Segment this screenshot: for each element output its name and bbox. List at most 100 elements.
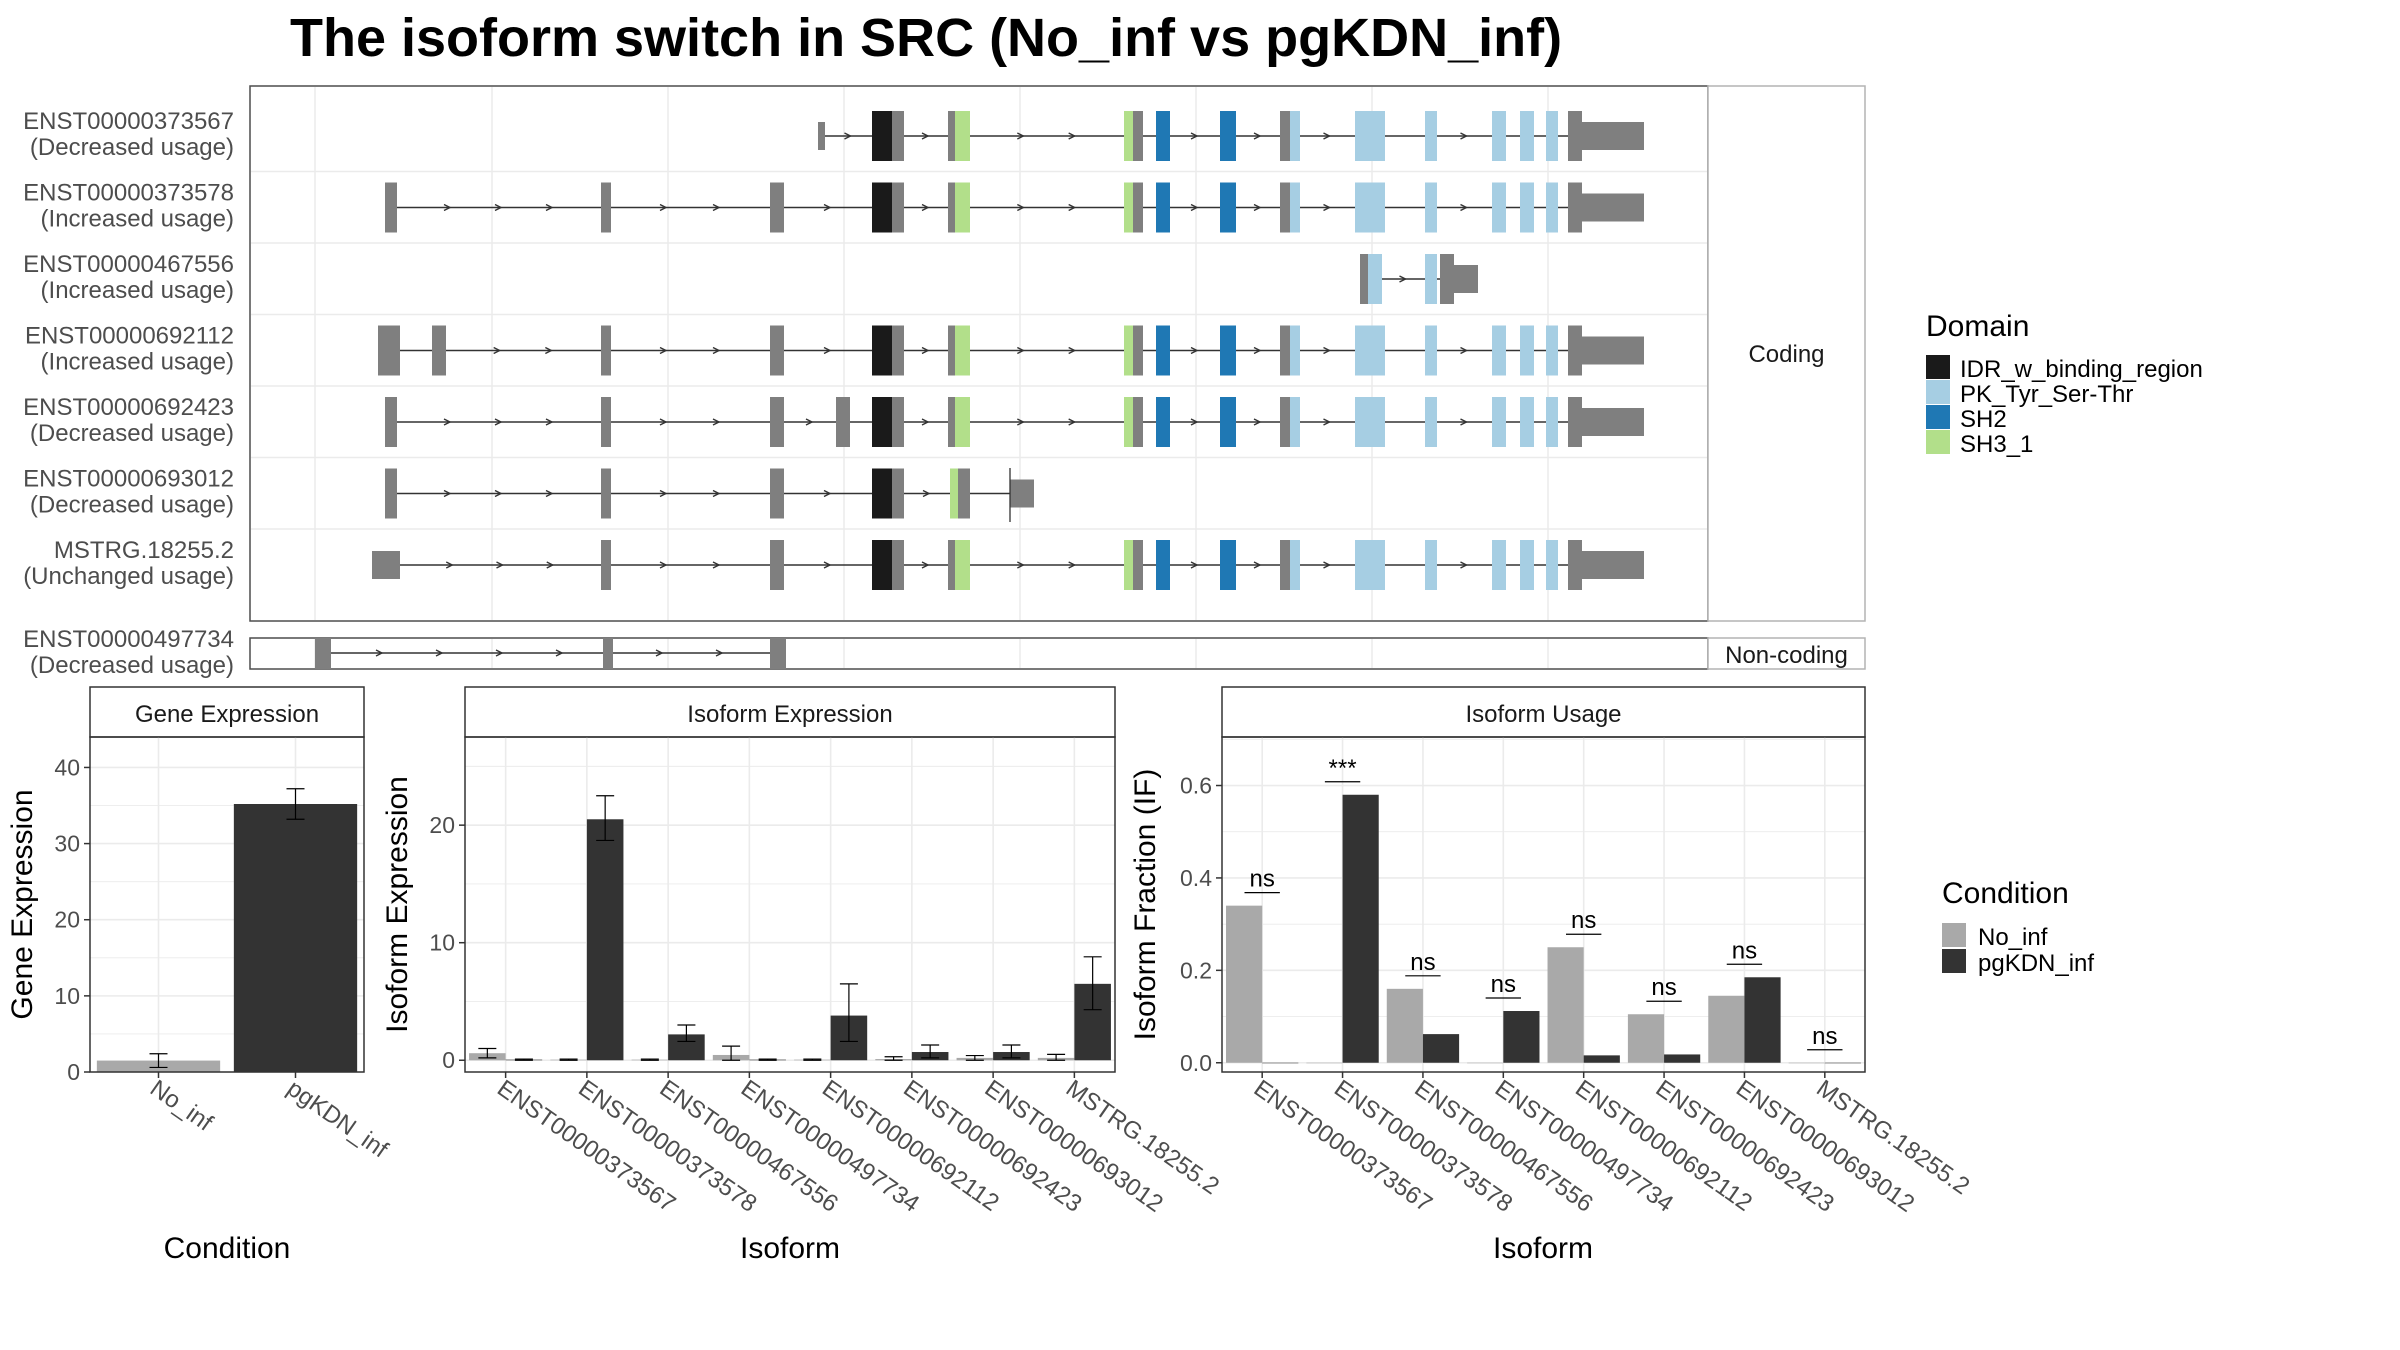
direction-arrow <box>1323 418 1332 426</box>
direction-arrow <box>712 561 721 569</box>
domain-legend-title: Domain <box>1926 310 2029 343</box>
exon-block <box>601 468 611 519</box>
direction-arrow <box>823 489 832 498</box>
exon-block <box>892 111 904 161</box>
direction-arrow <box>545 203 554 212</box>
exon-block <box>1280 325 1292 376</box>
exon-block <box>1520 540 1534 590</box>
bar <box>1788 1062 1825 1064</box>
exon-block <box>1156 111 1170 161</box>
exon-block <box>892 325 904 376</box>
direction-arrow <box>921 418 930 426</box>
transcript-row: ENST00000693012(Decreased usage) <box>23 456 1707 519</box>
exon-block <box>1355 397 1385 447</box>
exon-block <box>1280 397 1292 447</box>
noncoding-transcript-row: ENST00000497734(Decreased usage) <box>23 626 786 679</box>
exon-block <box>1156 540 1170 590</box>
legend-swatch-idr <box>1926 355 1950 379</box>
exon-block <box>1133 397 1143 447</box>
bar <box>1342 794 1379 1063</box>
y-tick-label: 10 <box>429 930 455 956</box>
direction-arrow <box>494 203 503 212</box>
direction-arrow <box>712 346 721 355</box>
x-axis-title: Isoform <box>1493 1232 1593 1265</box>
transcript-id-label: ENST00000692423 <box>23 394 234 421</box>
exon-block <box>1440 254 1454 304</box>
direction-arrow <box>1460 346 1469 355</box>
exon-block <box>1355 325 1385 376</box>
exon-block <box>955 397 970 447</box>
exon-block <box>1546 397 1558 447</box>
x-tick-label: pgKDN_inf <box>282 1075 393 1164</box>
condition-legend-title: Condition <box>1942 877 2069 910</box>
legend-label-pk: PK_Tyr_Ser-Thr <box>1960 381 2133 408</box>
transcript-id-label: ENST00000692112 <box>25 323 234 350</box>
direction-arrow <box>844 132 853 140</box>
exon-block <box>1492 182 1506 233</box>
bar <box>586 819 624 1061</box>
transcript-id-label: ENST00000693012 <box>23 466 234 493</box>
direction-arrow <box>493 346 502 355</box>
exon-block <box>1425 254 1437 304</box>
direction-arrow <box>1253 418 1262 426</box>
direction-arrow <box>1323 346 1332 355</box>
significance-label: ns <box>1651 974 1676 1001</box>
direction-arrow <box>435 649 444 657</box>
direction-arrow <box>494 489 503 498</box>
exon-block <box>315 638 331 669</box>
direction-arrow <box>443 489 452 498</box>
bar <box>1824 1062 1861 1064</box>
panel-frame <box>1221 736 1866 1073</box>
x-axis-title: Condition <box>164 1232 291 1265</box>
exon-block <box>1520 325 1534 376</box>
panel-title: Isoform Expression <box>687 701 892 728</box>
exon-block <box>385 182 397 233</box>
transcript-id-label: ENST00000467556 <box>23 251 234 278</box>
direction-arrow <box>1190 561 1199 569</box>
bar <box>1664 1054 1701 1063</box>
exon-block <box>1580 122 1644 150</box>
transcript-row: ENST00000692423(Decreased usage) <box>23 385 1707 447</box>
exon-block <box>1220 111 1236 161</box>
direction-arrow <box>1017 418 1025 426</box>
direction-arrow <box>375 649 384 657</box>
direction-arrow <box>545 489 554 498</box>
significance-label: ns <box>1571 907 1596 934</box>
exon-block <box>1290 397 1300 447</box>
bar-chart-panels: Gene Expression 0 10 20 30 40 No_inf pgKDN_inf C… <box>6 686 1974 1265</box>
exon-block <box>1355 540 1385 590</box>
y-tick-label: 0.2 <box>1180 957 1212 983</box>
noncoding-strip-label: Non-coding <box>1725 642 1848 669</box>
direction-arrow <box>445 561 454 569</box>
direction-arrow <box>443 203 452 212</box>
transcript-usage-label: (Decreased usage) <box>30 420 234 447</box>
x-axis-title: Isoform <box>740 1232 840 1265</box>
significance-label: ns <box>1250 866 1275 893</box>
exon-block <box>770 325 784 376</box>
exon-block <box>1546 182 1558 233</box>
bar <box>1583 1055 1620 1063</box>
exon-block <box>1156 325 1170 376</box>
exon-block <box>770 540 784 590</box>
exon-block <box>1425 111 1437 161</box>
direction-arrow <box>1399 275 1408 283</box>
legend-swatch-pk <box>1926 380 1950 404</box>
bar <box>1386 988 1423 1063</box>
exon-block <box>1568 111 1582 161</box>
noncoding-strip <box>1707 637 1866 670</box>
exon-block <box>955 111 970 161</box>
exon-block <box>1580 336 1644 365</box>
direction-arrow <box>1323 561 1332 569</box>
direction-arrow <box>1068 346 1077 355</box>
y-tick-label: 0.0 <box>1180 1050 1212 1076</box>
direction-arrow <box>1017 346 1025 355</box>
domain-legend: Domain IDR_w_binding_region PK_Tyr_Ser-T… <box>1926 310 2203 458</box>
bar <box>1306 1062 1343 1064</box>
direction-arrow <box>443 418 452 426</box>
chart-panel-1: Isoform Expression01020ENST00000373567EN… <box>381 686 1224 1265</box>
exon-block <box>1425 325 1437 376</box>
legend-label-sh3: SH3_1 <box>1960 431 2033 458</box>
y-tick-label: 20 <box>54 907 80 933</box>
exon-block <box>1220 325 1236 376</box>
exon-block <box>770 182 784 233</box>
